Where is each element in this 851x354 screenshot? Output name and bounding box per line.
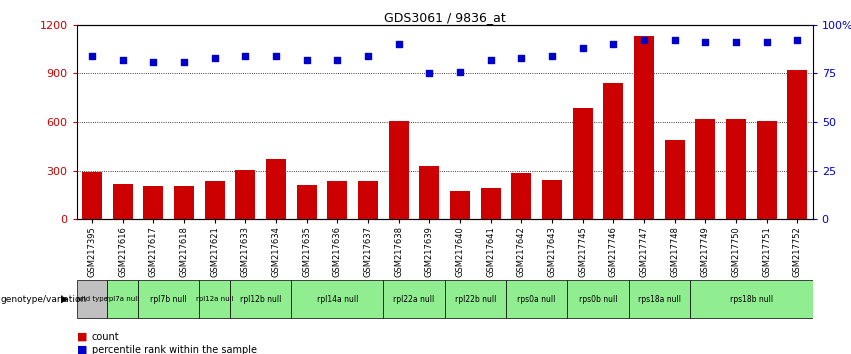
- Point: [760, 39, 774, 45]
- Bar: [266, 159, 286, 219]
- Bar: [358, 181, 378, 219]
- Point: [208, 55, 221, 61]
- Bar: [230, 280, 291, 318]
- Point: [699, 39, 712, 45]
- Bar: [787, 70, 808, 219]
- Bar: [690, 280, 813, 318]
- Bar: [634, 36, 654, 219]
- Point: [391, 41, 405, 47]
- Text: count: count: [92, 332, 119, 342]
- Text: rps0a null: rps0a null: [517, 295, 556, 304]
- Bar: [444, 280, 506, 318]
- Bar: [695, 119, 716, 219]
- Point: [637, 38, 651, 43]
- Bar: [199, 280, 230, 318]
- Bar: [82, 172, 102, 219]
- Bar: [383, 280, 444, 318]
- Bar: [112, 184, 133, 219]
- Bar: [481, 188, 500, 219]
- Point: [454, 69, 467, 74]
- Point: [85, 53, 99, 59]
- Text: ▶: ▶: [60, 294, 68, 304]
- Point: [729, 39, 743, 45]
- Point: [300, 57, 313, 63]
- Bar: [568, 280, 629, 318]
- Point: [515, 55, 528, 61]
- Bar: [450, 191, 470, 219]
- Text: rps0b null: rps0b null: [579, 295, 617, 304]
- Text: wild type: wild type: [76, 296, 108, 302]
- Bar: [143, 186, 163, 219]
- Title: GDS3061 / 9836_at: GDS3061 / 9836_at: [384, 11, 505, 24]
- Bar: [665, 140, 685, 219]
- Bar: [726, 119, 746, 219]
- Bar: [328, 181, 347, 219]
- Text: percentile rank within the sample: percentile rank within the sample: [92, 345, 257, 354]
- Text: rps18a null: rps18a null: [638, 295, 681, 304]
- Text: rpl12a null: rpl12a null: [196, 296, 233, 302]
- Text: rpl14a null: rpl14a null: [317, 295, 358, 304]
- Point: [576, 45, 590, 51]
- Bar: [506, 280, 568, 318]
- Bar: [389, 120, 408, 219]
- Bar: [291, 280, 383, 318]
- Point: [791, 38, 804, 43]
- Text: rpl22b null: rpl22b null: [454, 295, 496, 304]
- Point: [330, 57, 344, 63]
- Text: rps18b null: rps18b null: [730, 295, 773, 304]
- Point: [484, 57, 498, 63]
- Bar: [107, 280, 138, 318]
- Point: [116, 57, 129, 63]
- Bar: [236, 170, 255, 219]
- Text: rpl7a null: rpl7a null: [106, 296, 140, 302]
- Bar: [757, 121, 777, 219]
- Bar: [603, 83, 623, 219]
- Bar: [420, 166, 439, 219]
- Point: [607, 41, 620, 47]
- Point: [361, 53, 374, 59]
- Bar: [542, 180, 562, 219]
- Text: rpl12b null: rpl12b null: [240, 295, 282, 304]
- Text: ■: ■: [77, 332, 87, 342]
- Point: [238, 53, 252, 59]
- Bar: [77, 280, 107, 318]
- Point: [177, 59, 191, 64]
- Bar: [174, 186, 194, 219]
- Bar: [138, 280, 199, 318]
- Text: rpl7b null: rpl7b null: [151, 295, 187, 304]
- Point: [269, 53, 283, 59]
- Bar: [204, 181, 225, 219]
- Point: [545, 53, 559, 59]
- Text: rpl22a null: rpl22a null: [393, 295, 435, 304]
- Point: [146, 59, 160, 64]
- Point: [422, 70, 436, 76]
- Bar: [629, 280, 690, 318]
- Bar: [511, 173, 531, 219]
- Point: [668, 38, 682, 43]
- Text: ■: ■: [77, 345, 87, 354]
- Bar: [297, 185, 317, 219]
- Bar: [573, 108, 592, 219]
- Text: genotype/variation: genotype/variation: [1, 295, 87, 304]
